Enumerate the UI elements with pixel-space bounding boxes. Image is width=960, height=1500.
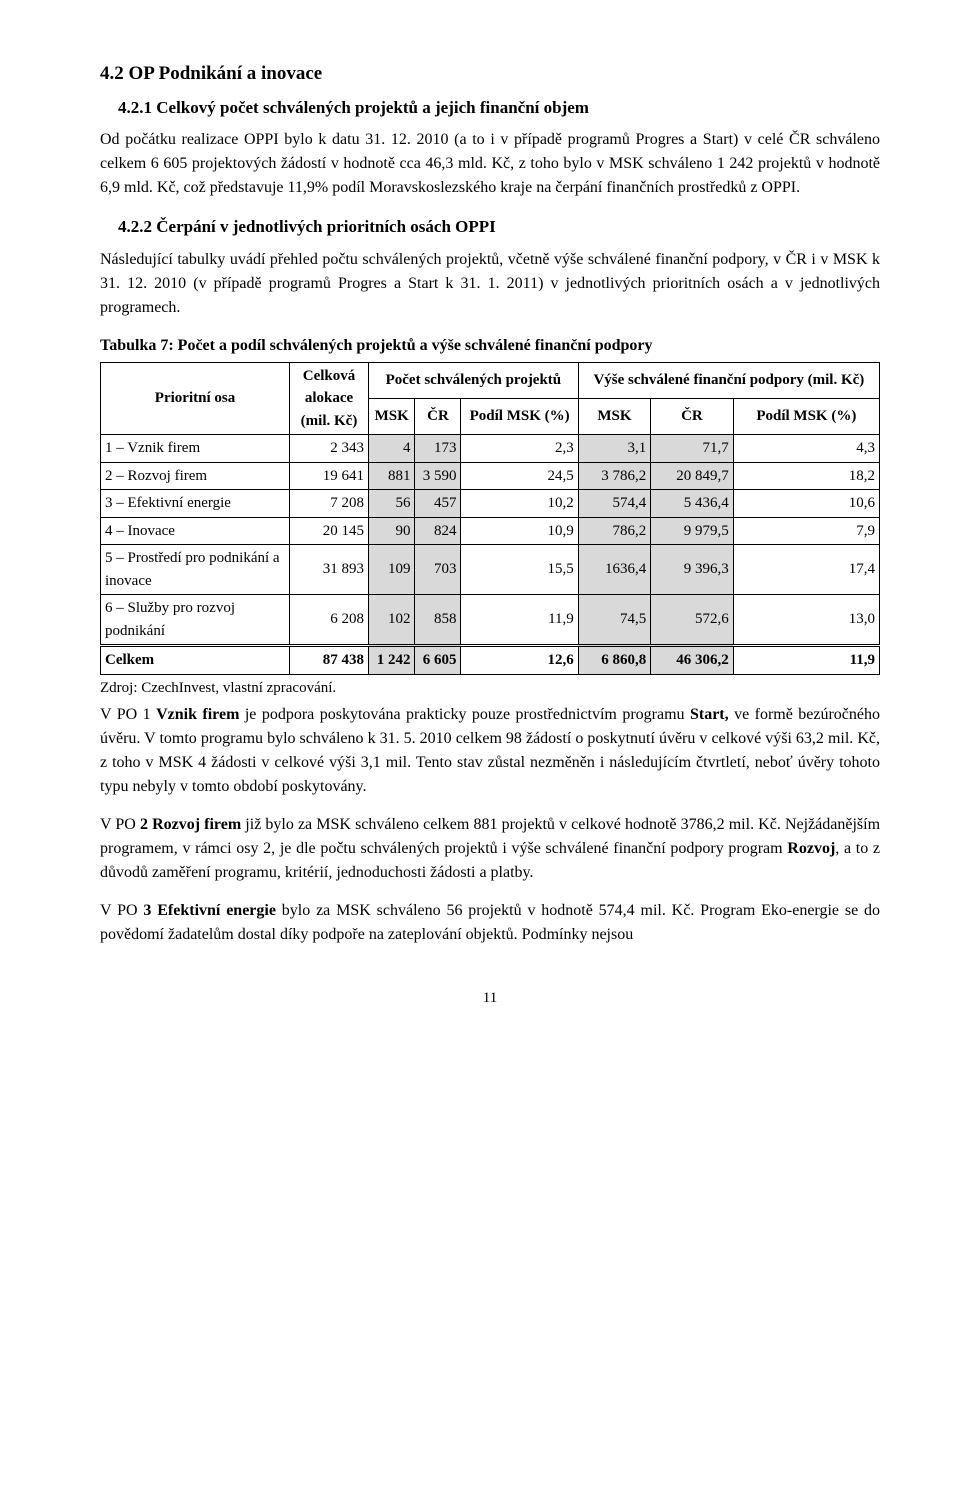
cell-amount-podil: 11,9 (733, 646, 879, 675)
cell-amount-msk: 1636,4 (578, 545, 650, 595)
col-header-group-count: Počet schválených projektů (369, 362, 579, 398)
cell-amount-msk: 3,1 (578, 435, 650, 463)
section-title: OP Podnikání a inovace (129, 63, 323, 84)
cell-amount-podil: 18,2 (733, 462, 879, 490)
cell-amount-cr: 46 306,2 (651, 646, 734, 675)
cell-count-cr: 703 (415, 545, 461, 595)
body-paragraph: V PO 1 Vznik firem je podpora poskytován… (100, 703, 880, 799)
col-header-podil: Podíl MSK (%) (461, 398, 578, 434)
bold-term: Vznik firem (156, 706, 239, 723)
cell-alloc: 20 145 (290, 517, 369, 545)
col-header-alloc: Celková alokace (mil. Kč) (290, 362, 369, 435)
col-header-msk: MSK (578, 398, 650, 434)
cell-amount-podil: 13,0 (733, 595, 879, 646)
cell-count-podil: 15,5 (461, 545, 578, 595)
cell-count-podil: 2,3 (461, 435, 578, 463)
page-number: 11 (100, 987, 880, 1010)
cell-count-cr: 6 605 (415, 646, 461, 675)
cell-count-msk: 102 (369, 595, 415, 646)
subsection-title: Čerpání v jednotlivých prioritních osách… (156, 217, 496, 236)
subsection-title: Celkový počet schválených projektů a jej… (156, 98, 589, 117)
subsection-number: 4.2.2 (118, 217, 152, 236)
cell-amount-podil: 7,9 (733, 517, 879, 545)
cell-amount-msk: 6 860,8 (578, 646, 650, 675)
cell-amount-msk: 786,2 (578, 517, 650, 545)
cell-alloc: 19 641 (290, 462, 369, 490)
row-label: 3 – Efektivní energie (101, 490, 290, 518)
cell-count-podil: 10,9 (461, 517, 578, 545)
col-header-group-amount: Výše schválené finanční podpory (mil. Kč… (578, 362, 879, 398)
col-header-cr: ČR (415, 398, 461, 434)
cell-count-msk: 881 (369, 462, 415, 490)
subsection-heading: 4.2.1 Celkový počet schválených projektů… (118, 95, 880, 121)
cell-amount-podil: 10,6 (733, 490, 879, 518)
cell-count-msk: 4 (369, 435, 415, 463)
section-heading: 4.2 OP Podnikání a inovace (100, 60, 880, 89)
cell-count-podil: 11,9 (461, 595, 578, 646)
table-row: 1 – Vznik firem2 34341732,33,171,74,3 (101, 435, 880, 463)
table-row: 5 – Prostředí pro podnikání a inovace31 … (101, 545, 880, 595)
col-header-cr: ČR (651, 398, 734, 434)
body-paragraph: V PO 3 Efektivní energie bylo za MSK sch… (100, 899, 880, 947)
data-table: Prioritní osa Celková alokace (mil. Kč) … (100, 362, 880, 675)
cell-count-cr: 457 (415, 490, 461, 518)
row-label: 2 – Rozvoj firem (101, 462, 290, 490)
cell-amount-msk: 574,4 (578, 490, 650, 518)
cell-count-cr: 858 (415, 595, 461, 646)
cell-amount-cr: 71,7 (651, 435, 734, 463)
cell-amount-cr: 9 979,5 (651, 517, 734, 545)
cell-count-msk: 1 242 (369, 646, 415, 675)
cell-amount-cr: 9 396,3 (651, 545, 734, 595)
subsection-heading: 4.2.2 Čerpání v jednotlivých prioritních… (118, 214, 880, 240)
cell-alloc: 6 208 (290, 595, 369, 646)
col-header-axis: Prioritní osa (101, 362, 290, 435)
cell-alloc: 2 343 (290, 435, 369, 463)
section-number: 4.2 (100, 63, 124, 84)
cell-count-msk: 56 (369, 490, 415, 518)
cell-amount-msk: 3 786,2 (578, 462, 650, 490)
cell-amount-cr: 572,6 (651, 595, 734, 646)
col-header-podil: Podíl MSK (%) (733, 398, 879, 434)
table-row: 2 – Rozvoj firem19 6418813 59024,53 786,… (101, 462, 880, 490)
cell-count-cr: 824 (415, 517, 461, 545)
cell-amount-msk: 74,5 (578, 595, 650, 646)
table-source: Zdroj: CzechInvest, vlastní zpracování. (100, 677, 880, 700)
table-row: 3 – Efektivní energie7 2085645710,2574,4… (101, 490, 880, 518)
row-label: 4 – Inovace (101, 517, 290, 545)
cell-count-cr: 3 590 (415, 462, 461, 490)
col-header-msk: MSK (369, 398, 415, 434)
bold-term: 2 Rozvoj firem (140, 816, 241, 833)
cell-count-podil: 24,5 (461, 462, 578, 490)
table-row: 4 – Inovace20 1459082410,9786,29 979,57,… (101, 517, 880, 545)
cell-count-msk: 109 (369, 545, 415, 595)
subsection-number: 4.2.1 (118, 98, 152, 117)
cell-count-msk: 90 (369, 517, 415, 545)
cell-alloc: 7 208 (290, 490, 369, 518)
cell-count-cr: 173 (415, 435, 461, 463)
table-total-row: Celkem87 4381 2426 60512,66 860,846 306,… (101, 646, 880, 675)
row-label: Celkem (101, 646, 290, 675)
cell-amount-podil: 17,4 (733, 545, 879, 595)
cell-count-podil: 12,6 (461, 646, 578, 675)
bold-term: Start, (690, 706, 729, 723)
table-title: Tabulka 7: Počet a podíl schválených pro… (100, 334, 880, 358)
body-paragraph: V PO 2 Rozvoj firem již bylo za MSK schv… (100, 813, 880, 885)
body-paragraph: Od počátku realizace OPPI bylo k datu 31… (100, 128, 880, 200)
row-label: 6 – Služby pro rozvoj podnikání (101, 595, 290, 646)
cell-alloc: 87 438 (290, 646, 369, 675)
body-paragraph: Následující tabulky uvádí přehled počtu … (100, 248, 880, 320)
row-label: 1 – Vznik firem (101, 435, 290, 463)
cell-amount-podil: 4,3 (733, 435, 879, 463)
cell-amount-cr: 20 849,7 (651, 462, 734, 490)
bold-term: Rozvoj (787, 840, 835, 857)
table-row: 6 – Služby pro rozvoj podnikání6 2081028… (101, 595, 880, 646)
cell-amount-cr: 5 436,4 (651, 490, 734, 518)
cell-count-podil: 10,2 (461, 490, 578, 518)
cell-alloc: 31 893 (290, 545, 369, 595)
row-label: 5 – Prostředí pro podnikání a inovace (101, 545, 290, 595)
bold-term: 3 Efektivní energie (143, 902, 276, 919)
